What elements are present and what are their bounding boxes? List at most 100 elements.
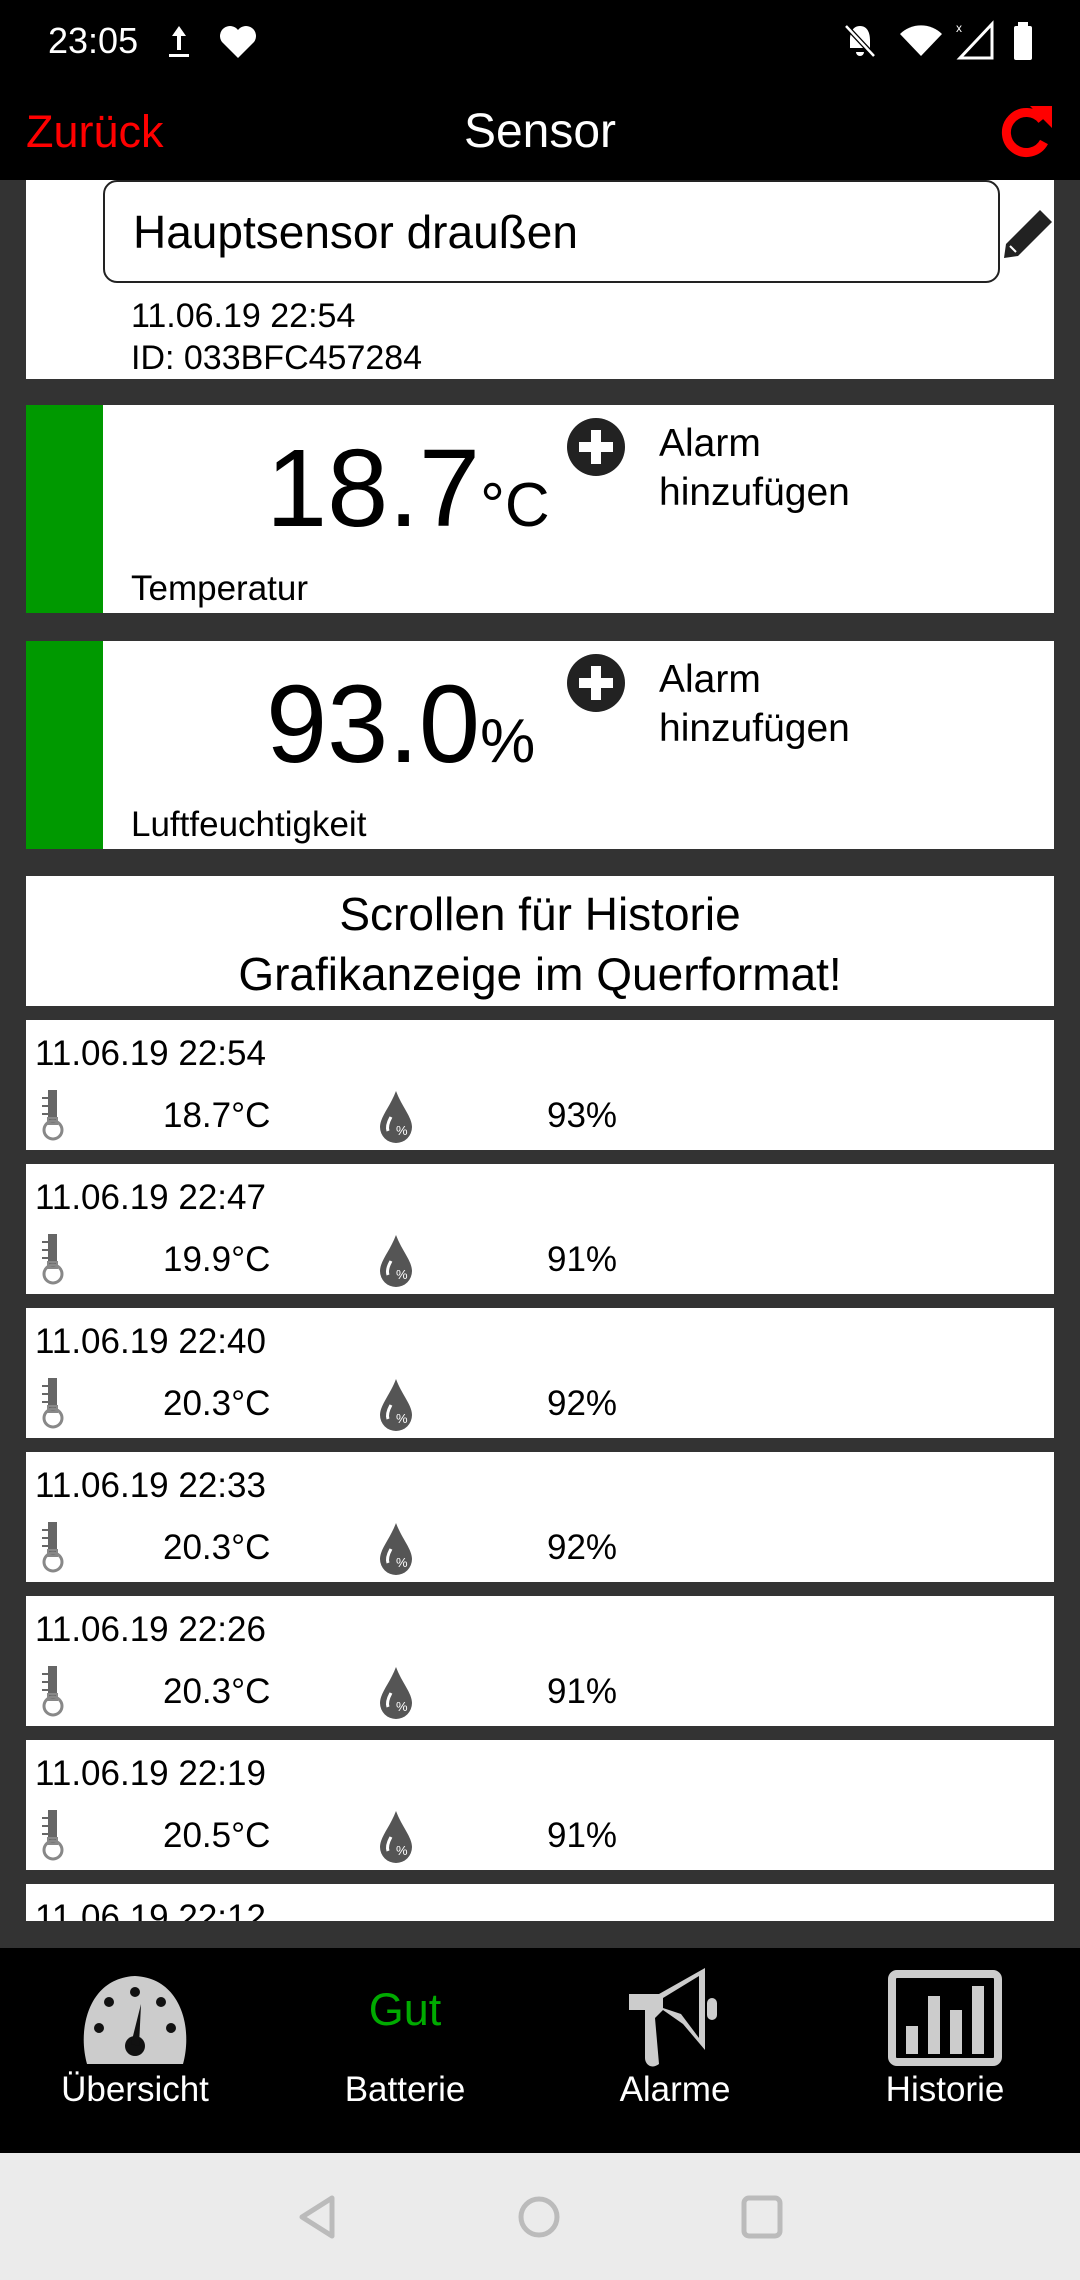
row-date: 11.06.19 22:47: [35, 1178, 266, 1217]
system-nav-bar: [0, 2153, 1080, 2280]
history-hint: Scrollen für Historie Grafikanzeige im Q…: [26, 876, 1054, 1006]
thermometer-icon: [40, 1376, 66, 1430]
row-temperature: 20.3°C: [163, 1672, 271, 1711]
svg-text:x: x: [956, 21, 962, 35]
row-temperature: 20.5°C: [163, 1816, 271, 1855]
history-row[interactable]: 11.06.19 22:12%: [26, 1884, 1054, 1921]
thermometer-icon: [40, 1232, 66, 1286]
history-row[interactable]: 11.06.19 22:19 20.5°C% 91%: [26, 1740, 1054, 1870]
temperature-label: Temperatur: [131, 569, 309, 608]
refresh-icon[interactable]: [996, 102, 1056, 162]
alarm-label: Alarm: [659, 658, 761, 701]
row-temperature: 19.9°C: [163, 1240, 271, 1279]
history-row[interactable]: 11.06.19 22:54 18.7°C% 93%: [26, 1020, 1054, 1150]
humidity-drop-icon: %: [378, 1377, 414, 1431]
value-number: 93.0: [266, 663, 481, 786]
row-humidity: 91%: [547, 1672, 618, 1711]
add-alarm-button[interactable]: Alarm hinzufügen: [659, 419, 919, 517]
svg-text:%: %: [396, 1699, 408, 1714]
sensor-name-input[interactable]: [103, 180, 1000, 283]
row-date: 11.06.19 22:26: [35, 1610, 266, 1649]
nav-battery[interactable]: Gut Batterie: [270, 1948, 540, 2153]
sensor-id: ID: 033BFC457284: [131, 339, 423, 377]
add-alarm-button[interactable]: Alarm hinzufügen: [659, 655, 919, 753]
nav-alarms[interactable]: Alarme: [540, 1948, 810, 2153]
back-button[interactable]: Zurück: [26, 106, 164, 157]
history-row[interactable]: 11.06.19 22:33 20.3°C% 92%: [26, 1452, 1054, 1582]
add-alarm-icon[interactable]: [566, 417, 626, 477]
status-time: 23:05: [48, 20, 139, 61]
upload-icon: [169, 26, 189, 57]
nav-label: Alarme: [619, 2070, 731, 2109]
value-number: 18.7: [266, 427, 481, 550]
svg-text:%: %: [396, 1843, 408, 1858]
humidity-drop-icon: %: [378, 1233, 414, 1287]
row-temperature: 20.3°C: [163, 1528, 271, 1567]
pencil-icon[interactable]: [1000, 206, 1056, 262]
bottom-nav: Übersicht Gut Batterie Alarme Historie: [0, 1948, 1080, 2153]
status-indicator: [26, 405, 103, 613]
battery-status: Gut: [368, 1984, 442, 2035]
humidity-drop-icon: %: [378, 1809, 414, 1863]
row-temperature: 18.7°C: [163, 1096, 271, 1135]
speedometer-icon: [83, 1976, 187, 2064]
alarm-label: Alarm: [659, 422, 761, 465]
row-date: 11.06.19 22:12: [35, 1898, 266, 1921]
hint-line-1: Scrollen für Historie: [339, 888, 741, 940]
temperature-value: 18.7°C: [266, 425, 550, 552]
wifi-icon: [900, 25, 942, 56]
humidity-label: Luftfeuchtigkeit: [131, 805, 367, 844]
add-alarm-icon[interactable]: [566, 653, 626, 713]
humidity-value: 93.0%: [266, 661, 535, 788]
humidity-card: 93.0% Alarm hinzufügen Luftfeuchtigkeit: [26, 641, 1054, 849]
row-humidity: 91%: [547, 1240, 618, 1279]
history-row[interactable]: 11.06.19 22:47 19.9°C% 91%: [26, 1164, 1054, 1294]
battery-icon: [1014, 22, 1032, 60]
svg-text:%: %: [396, 1267, 408, 1282]
thermometer-icon: [40, 1088, 66, 1142]
megaphone-icon: [629, 1968, 717, 2067]
nav-label: Übersicht: [61, 2070, 209, 2109]
value-unit: °C: [480, 471, 550, 540]
history-row[interactable]: 11.06.19 22:40 20.3°C% 92%: [26, 1308, 1054, 1438]
app-header: Zurück Sensor: [0, 80, 1080, 180]
home-nav-icon[interactable]: [516, 2194, 562, 2240]
status-indicator: [26, 641, 103, 849]
heart-icon: [220, 26, 256, 58]
row-humidity: 92%: [547, 1384, 618, 1423]
sensor-timestamp: 11.06.19 22:54: [131, 297, 356, 335]
recents-nav-icon[interactable]: [740, 2194, 784, 2240]
humidity-drop-icon: %: [378, 1521, 414, 1575]
alarm-label: hinzufügen: [659, 471, 850, 514]
sensor-info-card: 11.06.19 22:54 ID: 033BFC457284: [26, 180, 1054, 379]
row-date: 11.06.19 22:19: [35, 1754, 266, 1793]
back-nav-icon[interactable]: [296, 2194, 340, 2240]
svg-text:%: %: [396, 1411, 408, 1426]
thermometer-icon: [40, 1664, 66, 1718]
nav-history[interactable]: Historie: [810, 1948, 1080, 2153]
hint-line-2: Grafikanzeige im Querformat!: [238, 948, 842, 1000]
svg-text:%: %: [396, 1555, 408, 1570]
history-row[interactable]: 11.06.19 22:26 20.3°C% 91%: [26, 1596, 1054, 1726]
nav-label: Historie: [885, 2070, 1005, 2109]
alarm-label: hinzufügen: [659, 707, 850, 750]
nav-overview[interactable]: Übersicht: [0, 1948, 270, 2153]
humidity-drop-icon: %: [378, 1665, 414, 1719]
row-humidity: 91%: [547, 1816, 618, 1855]
row-humidity: 92%: [547, 1528, 618, 1567]
temperature-card: 18.7°C Alarm hinzufügen Temperatur: [26, 405, 1054, 613]
svg-text:%: %: [396, 1123, 408, 1138]
humidity-drop-icon: %: [378, 1089, 414, 1143]
signal-icon: x: [956, 20, 994, 60]
history-list[interactable]: 11.06.19 22:54 18.7°C% 93% 11.06.19 22:47 19…: [26, 1020, 1054, 1921]
row-date: 11.06.19 22:33: [35, 1466, 266, 1505]
bell-off-icon: [844, 24, 876, 58]
bar-chart-icon: [888, 1970, 1002, 2066]
thermometer-icon: [40, 1808, 66, 1862]
row-humidity: 93%: [547, 1096, 618, 1135]
nav-label: Batterie: [344, 2070, 466, 2109]
row-date: 11.06.19 22:40: [35, 1322, 266, 1361]
thermometer-icon: [40, 1520, 66, 1574]
row-date: 11.06.19 22:54: [35, 1034, 266, 1073]
value-unit: %: [480, 707, 536, 776]
